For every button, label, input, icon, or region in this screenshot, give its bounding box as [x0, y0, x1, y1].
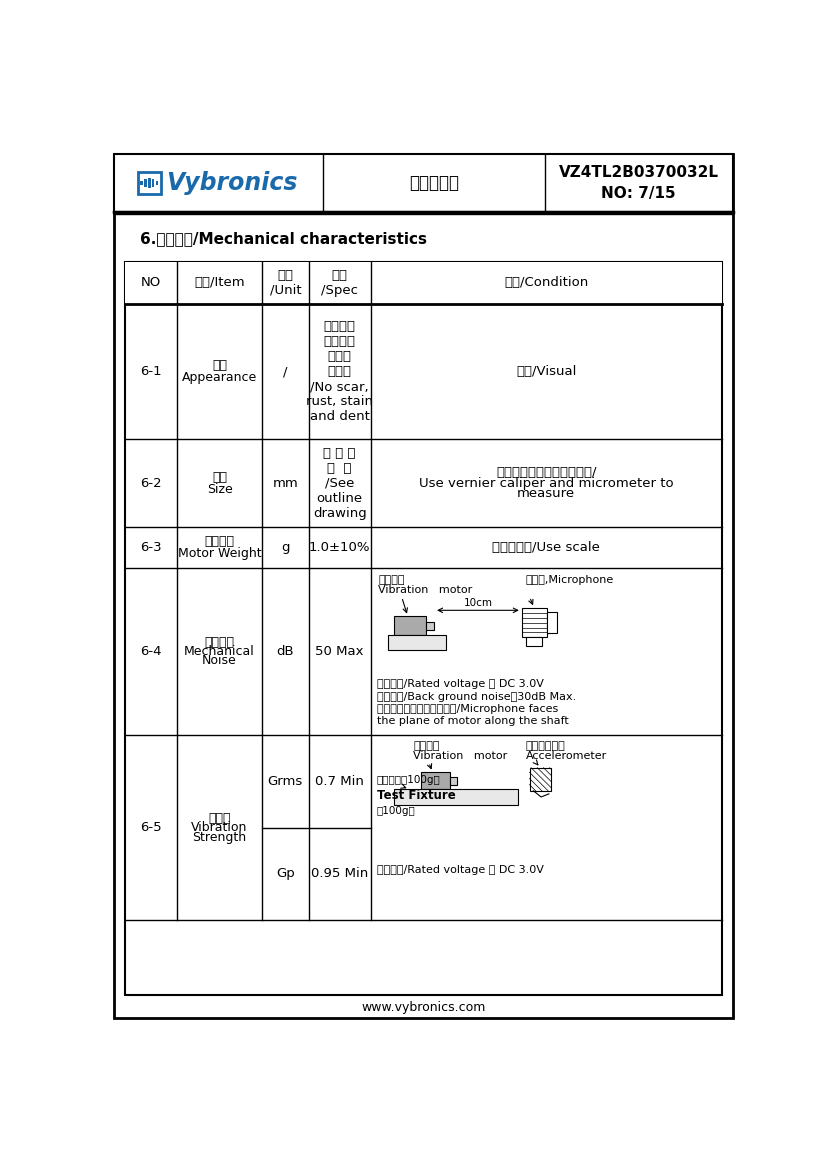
- Text: 条件/Condition: 条件/Condition: [504, 277, 588, 290]
- Text: 振动量: 振动量: [208, 812, 230, 825]
- Text: 机械噪音: 机械噪音: [205, 635, 235, 648]
- Text: 产品规格书: 产品规格书: [409, 174, 458, 192]
- Text: 尺寸: 尺寸: [212, 471, 227, 484]
- Bar: [547, 612, 558, 633]
- Text: 无划痕、
锈蚀、污
边等不
良现象
/No scar,
rust, stain
and dent: 无划痕、 锈蚀、污 边等不 良现象 /No scar, rust, stain …: [306, 320, 373, 423]
- Text: NO: 7/15: NO: 7/15: [601, 186, 676, 201]
- Text: Vibration: Vibration: [192, 821, 248, 834]
- Text: 6-1: 6-1: [140, 366, 162, 378]
- Text: Size: Size: [206, 482, 232, 496]
- Text: Noise: Noise: [202, 654, 237, 667]
- Text: Mechanical: Mechanical: [184, 645, 255, 658]
- Text: Vybronics: Vybronics: [166, 171, 297, 195]
- Text: 6-2: 6-2: [140, 477, 162, 489]
- Text: 项目/Item: 项目/Item: [194, 277, 244, 290]
- Bar: [125, 262, 722, 995]
- Text: 6-4: 6-4: [140, 645, 162, 658]
- Text: www.vybronics.com: www.vybronics.com: [361, 1001, 486, 1014]
- Text: NO: NO: [140, 277, 161, 290]
- Text: 振动电机: 振动电机: [413, 741, 439, 751]
- Text: Vibration   motor: Vibration motor: [378, 585, 472, 596]
- Text: 背景噪音/Back ground noise：30dB Max.: 背景噪音/Back ground noise：30dB Max.: [377, 691, 576, 702]
- Bar: [148, 178, 150, 188]
- Text: Strength: Strength: [192, 830, 247, 843]
- Text: 0.95 Min: 0.95 Min: [311, 868, 368, 881]
- Bar: [426, 621, 434, 630]
- Text: 用天平测量/Use scale: 用天平测量/Use scale: [492, 541, 601, 554]
- Bar: [138, 172, 161, 194]
- Text: 1.0±10%: 1.0±10%: [309, 541, 370, 554]
- Bar: [145, 179, 147, 187]
- Text: 6-3: 6-3: [140, 541, 162, 554]
- Text: Use vernier caliper and micrometer to: Use vernier caliper and micrometer to: [419, 477, 673, 489]
- Text: Test Fixture: Test Fixture: [377, 788, 456, 802]
- Bar: [394, 617, 426, 635]
- Text: 振动电机: 振动电机: [378, 575, 405, 585]
- Text: （100g）: （100g）: [377, 806, 415, 816]
- Text: 详 见 外
形  图
/See
outline
drawing: 详 见 外 形 图 /See outline drawing: [313, 446, 367, 520]
- Bar: [387, 635, 446, 651]
- Bar: [522, 609, 547, 638]
- Bar: [114, 154, 733, 211]
- Text: Gp: Gp: [276, 868, 295, 881]
- Text: 加速度传感器: 加速度传感器: [525, 741, 565, 751]
- Text: 电机重量: 电机重量: [205, 535, 235, 548]
- Bar: [394, 790, 518, 805]
- Text: the plane of motor along the shaft: the plane of motor along the shaft: [377, 716, 568, 726]
- Bar: [125, 262, 722, 304]
- Text: VZ4TL2B0370032L: VZ4TL2B0370032L: [558, 165, 719, 180]
- Text: Vibration   motor: Vibration motor: [413, 751, 507, 760]
- Text: 6.机械特性/Mechanical characteristics: 6.机械特性/Mechanical characteristics: [140, 231, 427, 246]
- Text: 6-5: 6-5: [140, 821, 162, 834]
- Bar: [140, 181, 143, 186]
- Text: 0.7 Min: 0.7 Min: [316, 776, 364, 788]
- Bar: [156, 181, 159, 186]
- Text: 单位
/Unit: 单位 /Unit: [269, 269, 301, 297]
- Bar: [421, 772, 450, 790]
- Text: 50 Max: 50 Max: [316, 645, 364, 658]
- Text: 额定电压/Rated voltage ： DC 3.0V: 额定电压/Rated voltage ： DC 3.0V: [377, 865, 544, 875]
- Bar: [450, 777, 458, 785]
- Text: 额定电压/Rated voltage ： DC 3.0V: 额定电压/Rated voltage ： DC 3.0V: [377, 680, 544, 689]
- Text: 拾音器沿轴向正对电机平面/Microphone faces: 拾音器沿轴向正对电机平面/Microphone faces: [377, 704, 558, 714]
- Text: 规格
/Spec: 规格 /Spec: [321, 269, 358, 297]
- Text: 使用游标卡尺和千分尺测量/: 使用游标卡尺和千分尺测量/: [496, 466, 596, 479]
- Text: dB: dB: [277, 645, 294, 658]
- Text: 目测/Visual: 目测/Visual: [516, 366, 577, 378]
- Text: /: /: [283, 366, 287, 378]
- Bar: [152, 179, 154, 187]
- Text: measure: measure: [517, 487, 575, 500]
- Bar: [529, 767, 551, 791]
- Text: g: g: [281, 541, 290, 554]
- Text: Grms: Grms: [268, 776, 303, 788]
- Text: 测试夹具（100g）: 测试夹具（100g）: [377, 776, 440, 785]
- Text: 10cm: 10cm: [463, 598, 492, 609]
- Text: Motor Weight: Motor Weight: [178, 547, 261, 561]
- Text: mm: mm: [273, 477, 298, 489]
- Text: Accelerometer: Accelerometer: [525, 751, 607, 760]
- Text: 拾音器,Microphone: 拾音器,Microphone: [525, 575, 614, 585]
- Bar: [526, 638, 542, 647]
- Text: Appearance: Appearance: [182, 371, 257, 384]
- Text: 外观: 外观: [212, 359, 227, 371]
